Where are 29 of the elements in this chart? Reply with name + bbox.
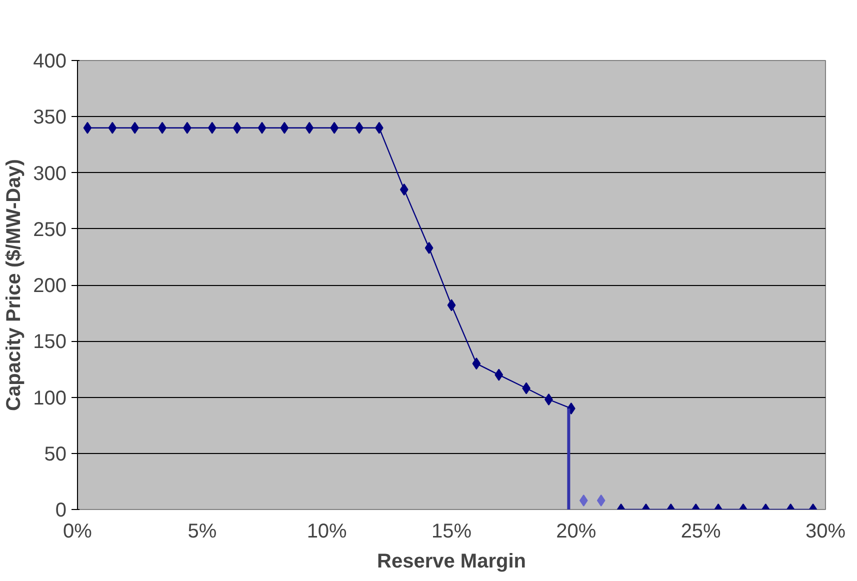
x-tick-label: 5% (188, 520, 217, 542)
point (232, 122, 242, 134)
y-tick-label: 250 (33, 218, 67, 241)
x-tick-label: 30% (805, 520, 846, 542)
x-tick-label: 25% (680, 520, 722, 542)
point (424, 242, 434, 254)
y-tick-label: 50 (44, 443, 67, 466)
point (108, 122, 117, 134)
x-tick-label: 15% (431, 520, 472, 542)
x-tick-label: 20% (556, 520, 596, 542)
point (130, 122, 140, 134)
point (447, 299, 456, 312)
y-tick-label: 0 (55, 500, 66, 522)
x-axis-title: Reserve Margin (377, 550, 526, 572)
y-tick-label: 400 (33, 50, 67, 72)
y-tick-label: 150 (33, 331, 67, 354)
x-tick-label: 10% (306, 520, 348, 542)
y-tick-label: 200 (33, 275, 67, 297)
point (400, 184, 408, 196)
point (305, 122, 314, 134)
point (208, 122, 216, 134)
y-tick-label: 350 (33, 106, 67, 129)
y-tick-label: 100 (33, 387, 67, 410)
x-tick-label: 0% (63, 520, 92, 542)
point (258, 122, 266, 134)
point (280, 122, 289, 134)
y-axis-title: Capacity Price ($/MW-Day) (3, 159, 26, 411)
point (83, 122, 92, 134)
y-tick-label: 300 (33, 162, 67, 185)
